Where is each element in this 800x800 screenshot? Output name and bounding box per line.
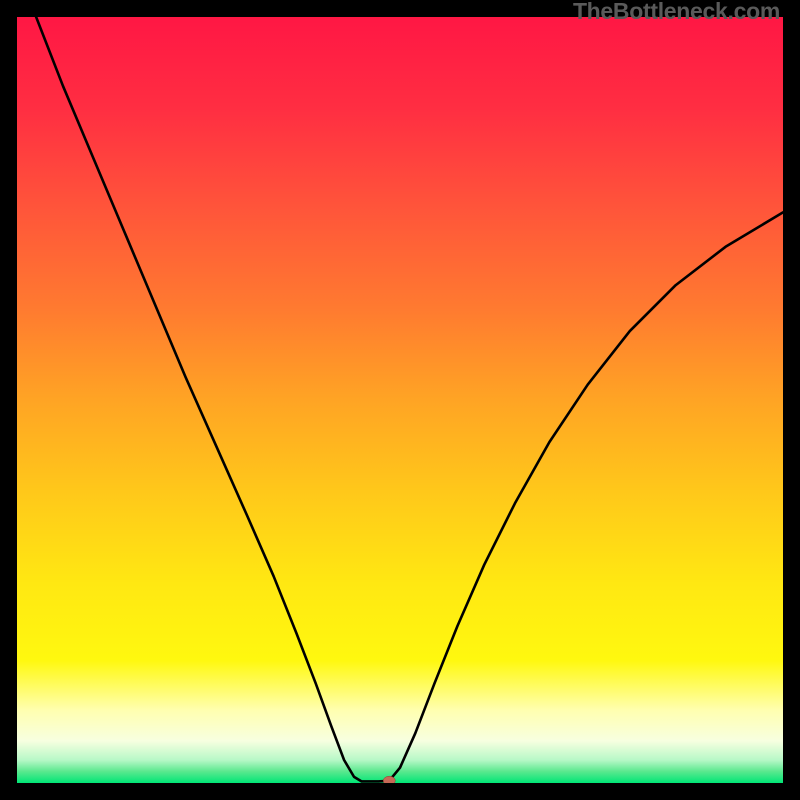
chart-frame: TheBottleneck.com bbox=[0, 0, 800, 800]
watermark-text: TheBottleneck.com bbox=[573, 0, 780, 25]
minimum-marker bbox=[383, 776, 395, 783]
chart-svg bbox=[17, 17, 783, 783]
plot-area bbox=[17, 17, 783, 783]
gradient-background bbox=[17, 17, 783, 783]
